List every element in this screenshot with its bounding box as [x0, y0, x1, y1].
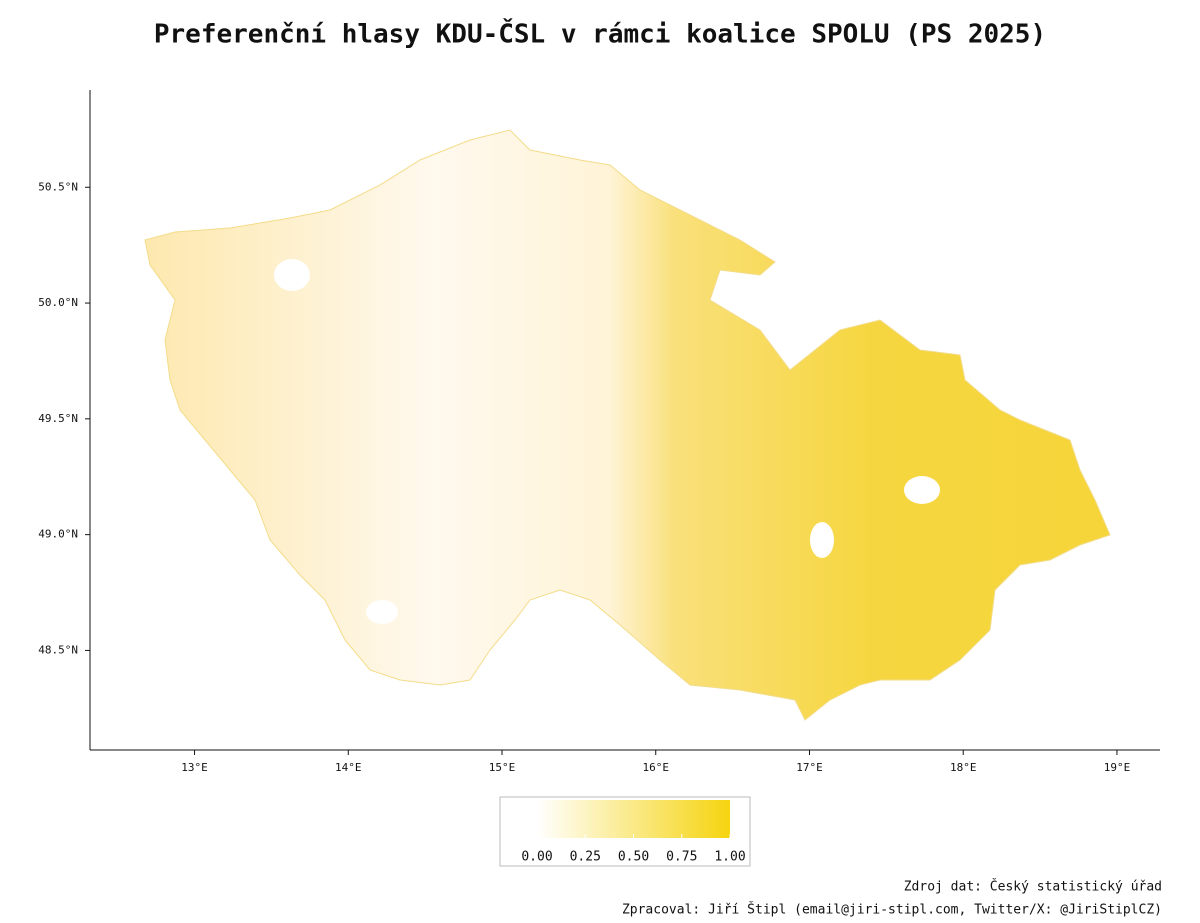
colorbar-tick-label: 0.50: [618, 850, 649, 865]
author-note: Zpracoval: Jiří Štipl (email@jiri-stipl.…: [622, 902, 1162, 918]
country-shape: [144, 129, 1111, 721]
city-hole: [810, 522, 834, 558]
y-tick-label: 49.5°N: [38, 412, 78, 425]
x-tick-label: 18°E: [950, 761, 977, 774]
y-tick-label: 50.5°N: [38, 180, 78, 193]
map-region: [144, 129, 1111, 721]
chart-title: Preferenční hlasy KDU-ČSL v rámci koalic…: [154, 18, 1046, 50]
city-hole: [366, 600, 398, 624]
x-tick-label: 15°E: [489, 761, 516, 774]
colorbar-tick-label: 0.25: [570, 850, 601, 865]
city-hole: [274, 259, 310, 291]
colorbar-tick-label: 1.00: [714, 850, 745, 865]
source-note: Zdroj dat: Český statistický úřad: [904, 879, 1162, 895]
x-tick-label: 14°E: [335, 761, 362, 774]
city-hole: [904, 476, 940, 504]
colorbar-tick-label: 0.00: [521, 850, 552, 865]
y-tick-label: 50.0°N: [38, 296, 78, 309]
y-tick-label: 48.5°N: [38, 643, 78, 656]
x-tick-label: 17°E: [796, 761, 823, 774]
colorbar: [537, 800, 730, 838]
colorbar-tick-label: 0.75: [666, 850, 697, 865]
x-tick-label: 13°E: [181, 761, 208, 774]
x-tick-label: 16°E: [642, 761, 669, 774]
y-tick-label: 49.0°N: [38, 528, 78, 541]
x-tick-label: 19°E: [1104, 761, 1131, 774]
